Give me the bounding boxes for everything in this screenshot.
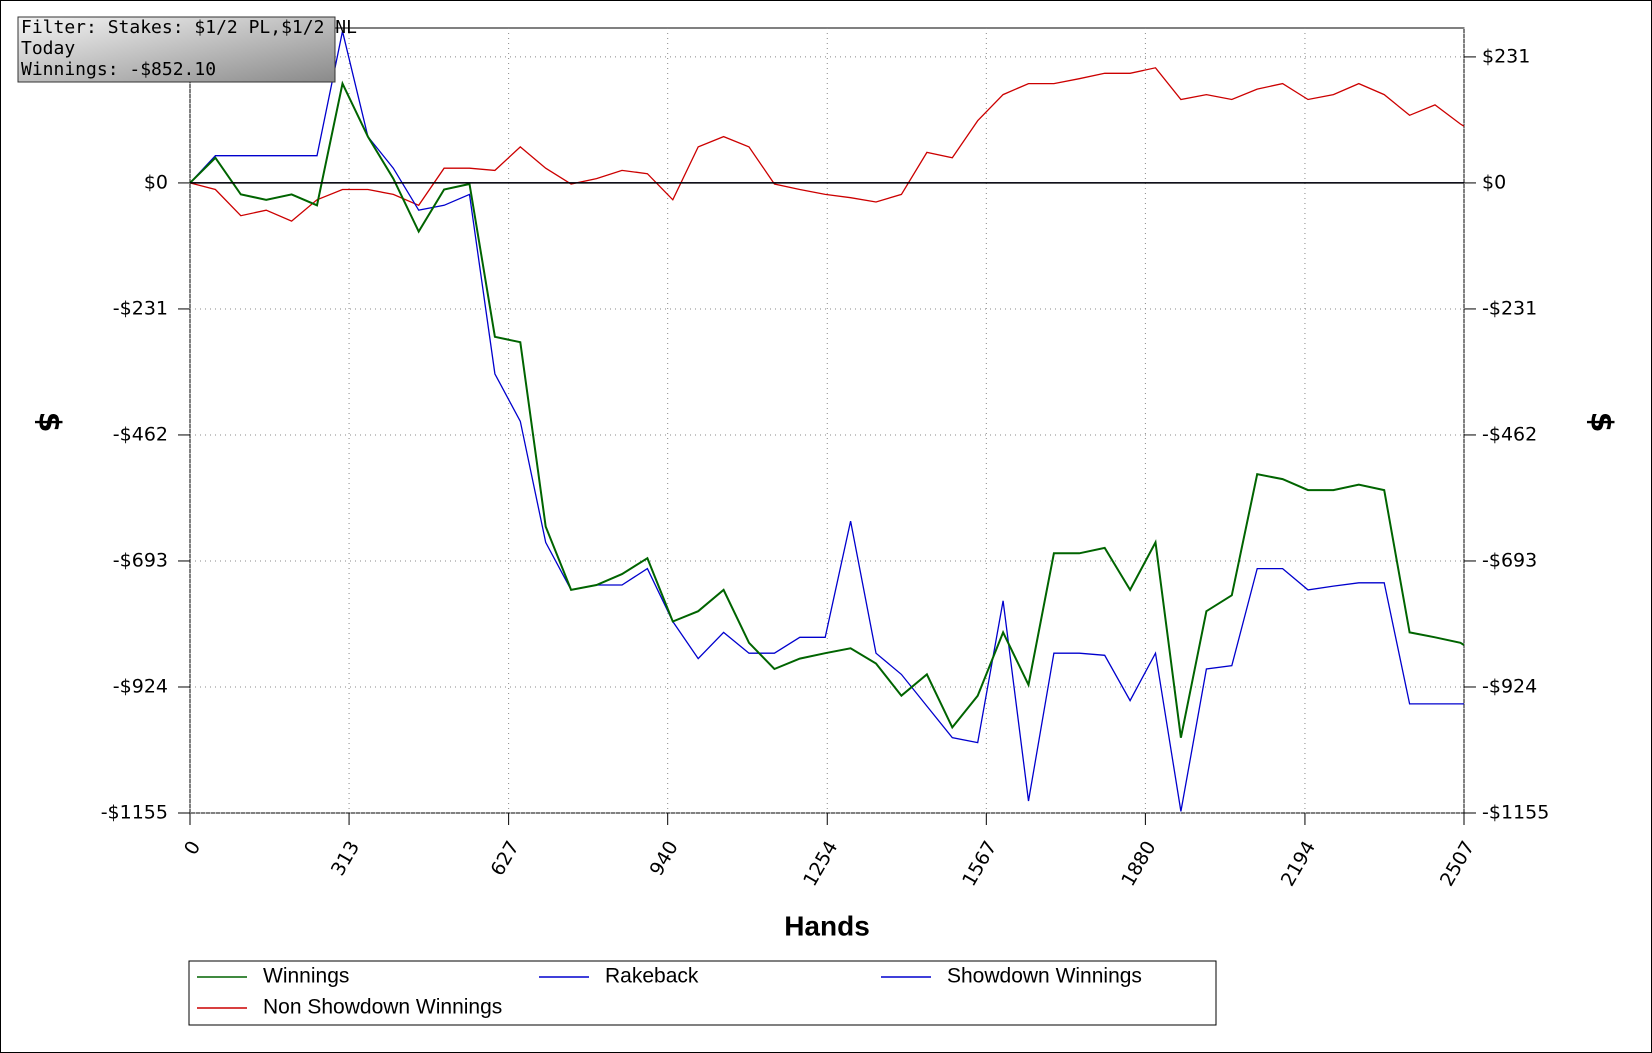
y2-tick-label: -$924 bbox=[1482, 675, 1537, 697]
x-axis-title: Hands bbox=[784, 910, 870, 941]
legend-label: Non Showdown Winnings bbox=[263, 996, 502, 1019]
y2-tick-label: -$231 bbox=[1482, 297, 1537, 319]
legend-label: Rakeback bbox=[605, 965, 699, 988]
y2-axis-title: $ bbox=[1584, 412, 1619, 433]
y-axis-title: $ bbox=[32, 412, 67, 433]
series-line bbox=[189, 80, 1465, 738]
filter-line: Winnings: -$852.10 bbox=[21, 59, 216, 80]
y2-tick-label: -$693 bbox=[1482, 549, 1537, 571]
y-tick-label: -$462 bbox=[113, 423, 168, 445]
y2-tick-label: $231 bbox=[1482, 45, 1530, 67]
legend: Winnings Rakeback Showdown Winnings Non Sho… bbox=[188, 960, 1217, 1026]
y2-tick-label: $0 bbox=[1482, 171, 1506, 193]
filter-background bbox=[17, 16, 336, 83]
series-line bbox=[189, 67, 1465, 222]
filter-line: Today bbox=[21, 38, 75, 59]
y-tick-label: -$231 bbox=[113, 297, 168, 319]
y-tick-label: -$924 bbox=[113, 675, 168, 697]
y-tick-label: -$1155 bbox=[101, 802, 168, 824]
legend-label: Winnings bbox=[263, 965, 349, 988]
y2-tick-label: -$1155 bbox=[1482, 802, 1549, 824]
y2-tick-label: -$462 bbox=[1482, 423, 1537, 445]
y-tick-label: -$693 bbox=[113, 549, 168, 571]
series-line bbox=[189, 31, 1464, 812]
legend-label: Showdown Winnings bbox=[947, 965, 1142, 988]
legend-box bbox=[188, 960, 1217, 1026]
filter-line: Filter: Stakes: $1/2 PL,$1/2 NL bbox=[21, 17, 357, 38]
y-tick-label: $0 bbox=[144, 171, 168, 193]
filter-box: Filter: Stakes: $1/2 PL,$1/2 NL Today Wi… bbox=[17, 16, 357, 83]
